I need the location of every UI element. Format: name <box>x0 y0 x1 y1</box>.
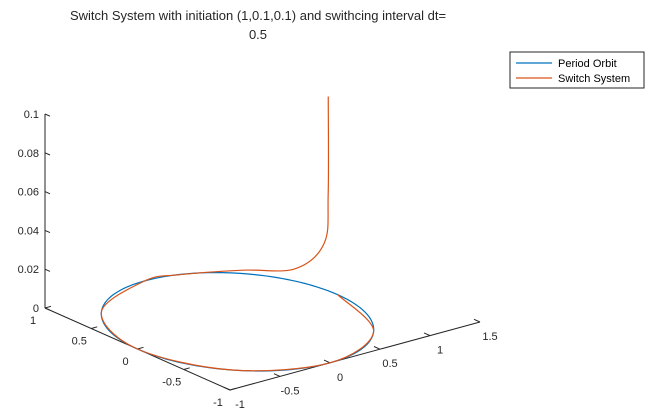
z-tick-mark <box>44 113 51 117</box>
z-ticks: 0 0.02 0.04 0.06 0.08 0.1 <box>18 109 51 315</box>
z-tick-label: 0.06 <box>18 187 39 199</box>
z-tick-mark <box>44 307 51 311</box>
axes-3d: 0 0.02 0.04 0.06 0.08 0.1 -1 -0.5 0 0.5 1 -1 -0.5 0… <box>18 109 498 411</box>
z-tick-label: 0 <box>33 303 39 315</box>
y-tick-mark <box>91 326 98 329</box>
legend-box <box>509 51 645 89</box>
plot-lines <box>100 96 375 372</box>
y-tick-mark <box>137 346 144 350</box>
y-tick-mark <box>44 305 52 309</box>
y-tick-label: -1 <box>213 397 223 409</box>
x-tick-mark <box>323 359 331 364</box>
x-tick-label: -0.5 <box>281 385 300 397</box>
x-tick-mark <box>473 318 481 323</box>
x-tick-label: -1 <box>235 399 245 411</box>
x-tick-label: 1 <box>437 345 443 357</box>
series-line-switch-system <box>100 96 375 372</box>
legend: Period Orbit Switch System <box>509 51 645 89</box>
y-tick-label: 0 <box>122 356 128 368</box>
x-tick-mark <box>373 346 381 350</box>
x-tick-label: 1.5 <box>482 331 497 343</box>
z-tick-label: 0.04 <box>18 225 39 237</box>
z-tick-mark <box>44 229 51 234</box>
x-tick-mark <box>223 386 231 391</box>
legend-label-switch-system: Switch System <box>558 73 630 85</box>
x-tick-mark <box>423 332 431 337</box>
legend-label-period-orbit: Period Orbit <box>558 58 617 70</box>
z-tick-mark <box>44 191 51 195</box>
z-tick-mark <box>44 268 51 272</box>
y-tick-mark <box>183 367 190 370</box>
y-tick-label: 0.5 <box>72 336 87 348</box>
chart-title-line2: 0.5 <box>249 27 267 42</box>
z-tick-label: 0.02 <box>18 264 39 276</box>
z-tick-mark <box>44 152 51 156</box>
y-tick-label: -0.5 <box>162 377 181 389</box>
z-tick-label: 0.1 <box>24 109 39 121</box>
x-tick-label: 0.5 <box>382 358 397 370</box>
x-tick-label: 0 <box>337 372 343 384</box>
y-ticks: -1 -0.5 0 0.5 1 <box>30 305 237 409</box>
z-tick-label: 0.08 <box>18 148 39 160</box>
chart-title: Switch System with initiation (1,0.1,0.1… <box>70 8 446 23</box>
x-axis-line <box>229 321 481 391</box>
y-tick-mark <box>229 387 237 391</box>
x-ticks: -1 -0.5 0 0.5 1 1.5 <box>223 318 498 411</box>
y-tick-label: 1 <box>30 315 36 327</box>
x-tick-mark <box>273 373 281 377</box>
